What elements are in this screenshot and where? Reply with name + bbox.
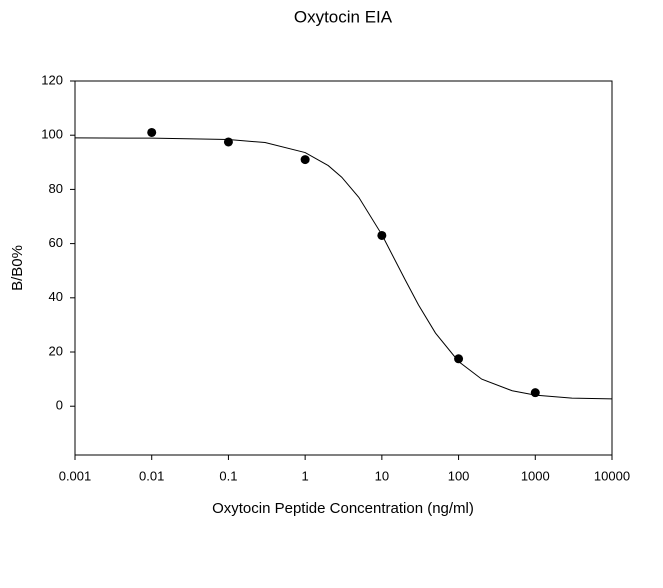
y-axis-label: B/B0%: [9, 245, 26, 291]
data-point: [223, 137, 233, 147]
y-tick-label: 20: [49, 343, 63, 358]
x-tick-label: 1: [302, 468, 309, 483]
plot-frame: [74, 80, 613, 456]
x-tick-label: 10: [375, 468, 389, 483]
x-tick-label: 1000: [521, 468, 550, 483]
x-axis-label: Oxytocin Peptide Concentration (ng/ml): [212, 500, 474, 517]
x-tick-label: 0.1: [219, 468, 237, 483]
y-tick-label: 100: [41, 127, 63, 142]
data-point: [454, 354, 464, 364]
y-tick-label: 60: [49, 235, 63, 250]
fit-curve: [74, 137, 613, 400]
y-tick-label: 80: [49, 181, 63, 196]
data-point: [300, 155, 310, 165]
data-point: [377, 230, 387, 240]
y-tick-label: 0: [56, 398, 63, 413]
chart-title: Oxytocin EIA: [294, 7, 393, 26]
y-tick-label: 40: [49, 289, 63, 304]
x-tick-label: 0.01: [139, 468, 164, 483]
data-point: [147, 127, 157, 137]
y-tick-label: 120: [41, 72, 63, 87]
x-tick-label: 10000: [594, 468, 630, 483]
data-point: [530, 388, 540, 398]
x-tick-label: 100: [448, 468, 470, 483]
x-tick-label: 0.001: [59, 468, 92, 483]
